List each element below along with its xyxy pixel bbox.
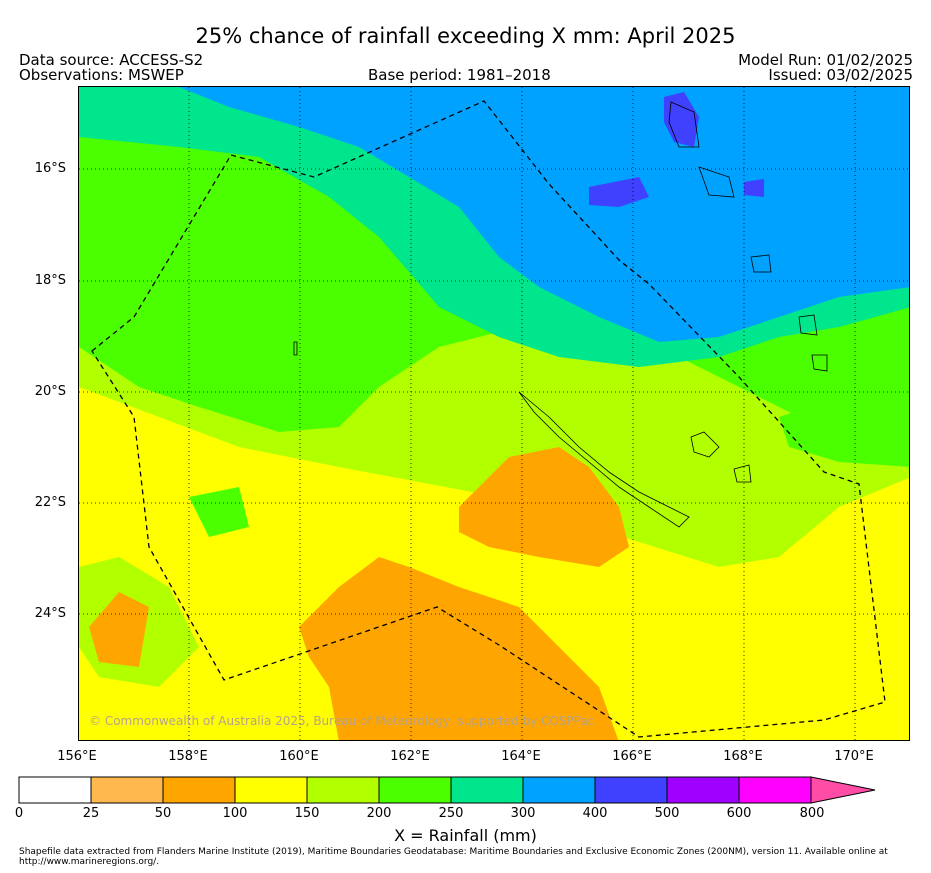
page-title: 25% chance of rainfall exceeding X mm: A… — [195, 24, 736, 48]
loyalty-islet-coastline — [733, 464, 752, 483]
aneityum-coastline — [811, 354, 828, 372]
rainfall-zone-50-100-west — [89, 592, 149, 667]
lon-label-168e: 168°E — [723, 749, 763, 764]
colorbar-title: X = Rainfall (mm) — [394, 826, 537, 845]
lat-label-18s: 18°S — [34, 273, 66, 288]
colorbar-label: 25 — [82, 806, 100, 821]
colorbar-extend-arrow — [810, 776, 876, 804]
rainfall-map: © Commonwealth of Australia 2025, Bureau… — [78, 86, 910, 741]
lon-label-170e: 170°E — [834, 749, 874, 764]
colorbar-cell — [666, 776, 740, 804]
lat-label-22s: 22°S — [34, 495, 66, 510]
observations-text: Observations: MSWEP — [19, 66, 184, 84]
colorbar-label: 0 — [14, 806, 24, 821]
vanuatu-central-coastline — [698, 166, 735, 198]
rainfall-zone-400-500-islet — [589, 177, 649, 207]
new-caledonia-coastline — [518, 391, 690, 528]
chesterfield-coastline — [293, 341, 298, 356]
rainfall-zone-50-100-central — [459, 447, 629, 567]
rainfall-zone-300-400 — [179, 87, 909, 342]
colorbar-label: 250 — [438, 806, 464, 821]
rainfall-zone-50-100-south — [299, 557, 619, 740]
lon-label-158e: 158°E — [168, 749, 208, 764]
vanuatu-north-coastline — [668, 101, 700, 148]
map-copyright: © Commonwealth of Australia 2025, Bureau… — [89, 714, 594, 728]
lat-label-24s: 24°S — [34, 606, 66, 621]
loyalty-islands-coastline — [690, 431, 720, 458]
lon-label-164e: 164°E — [501, 749, 541, 764]
rainfall-zone-200-250-east — [779, 397, 909, 467]
rainfall-zone-400-500-east — [744, 179, 764, 197]
colorbar-label: 600 — [726, 806, 752, 821]
colorbar-cells — [18, 776, 876, 804]
rainfall-zone-400-500-north — [664, 92, 699, 147]
colorbar-cell — [738, 776, 812, 804]
data-source-text: Data source: ACCESS-S2 — [19, 51, 204, 69]
colorbar-label: 300 — [510, 806, 536, 821]
model-run-text: Model Run: 01/02/2025 — [738, 51, 913, 69]
lat-label-16s: 16°S — [34, 161, 66, 176]
footer-attribution: Shapefile data extracted from Flanders M… — [19, 847, 888, 867]
vanuatu-south-coastline — [750, 254, 772, 273]
colorbar-cell — [162, 776, 236, 804]
colorbar-cell — [594, 776, 668, 804]
colorbar-label: 800 — [799, 806, 825, 821]
lon-label-166e: 166°E — [612, 749, 652, 764]
colorbar-cell — [306, 776, 380, 804]
colorbar — [18, 776, 876, 804]
colorbar-label: 150 — [294, 806, 320, 821]
colorbar-label: 50 — [154, 806, 172, 821]
colorbar-cell — [522, 776, 596, 804]
lon-label-156e: 156°E — [57, 749, 97, 764]
colorbar-cell — [234, 776, 308, 804]
tanna-coastline — [798, 314, 818, 336]
colorbar-label: 200 — [366, 806, 392, 821]
base-period-text: Base period: 1981–2018 — [368, 66, 551, 84]
colorbar-cell — [18, 776, 92, 804]
issued-text: Issued: 03/02/2025 — [768, 66, 913, 84]
lon-label-160e: 160°E — [279, 749, 319, 764]
colorbar-cell — [378, 776, 452, 804]
map-gridlines — [79, 87, 909, 740]
eez-boundary — [91, 100, 886, 738]
colorbar-cell — [90, 776, 164, 804]
rainfall-zone-200-250-patch — [189, 487, 249, 537]
lat-label-20s: 20°S — [34, 384, 66, 399]
colorbar-label: 400 — [582, 806, 608, 821]
colorbar-cell — [450, 776, 524, 804]
colorbar-label: 100 — [222, 806, 248, 821]
map-canvas: © Commonwealth of Australia 2025, Bureau… — [79, 87, 909, 740]
lon-label-162e: 162°E — [390, 749, 430, 764]
colorbar-label: 500 — [654, 806, 680, 821]
